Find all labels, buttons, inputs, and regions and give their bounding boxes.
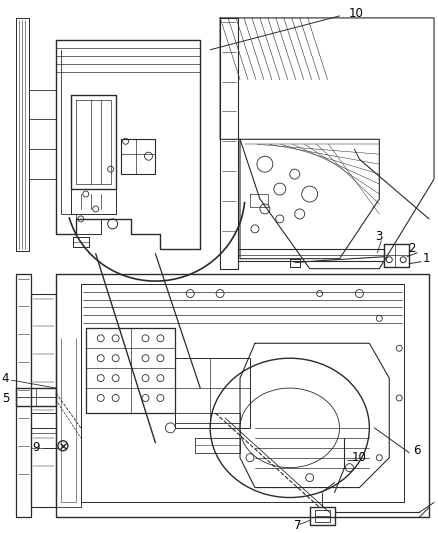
Text: 2: 2 (408, 243, 416, 255)
Text: 1: 1 (422, 252, 430, 265)
Text: 3: 3 (376, 230, 383, 244)
Text: 10: 10 (352, 451, 367, 464)
Text: 9: 9 (32, 441, 40, 454)
Text: 4: 4 (2, 372, 9, 385)
Text: 10: 10 (349, 7, 364, 20)
Text: 5: 5 (2, 392, 9, 405)
Text: 6: 6 (413, 444, 421, 457)
Text: 7: 7 (294, 519, 301, 532)
